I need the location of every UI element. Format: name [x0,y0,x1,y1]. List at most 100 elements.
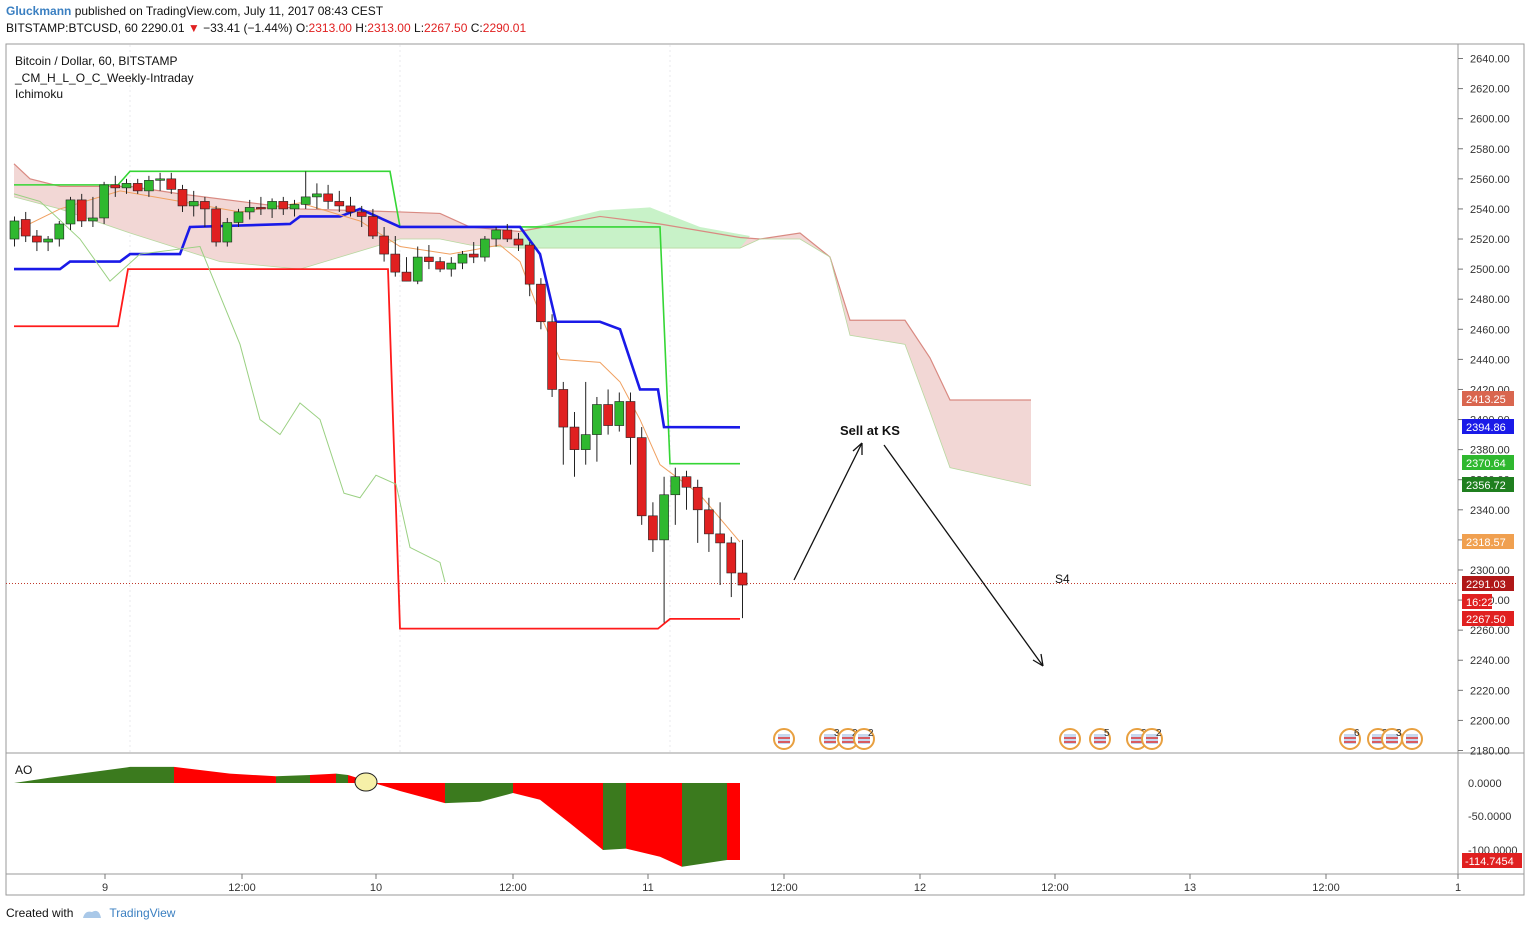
candle-body [99,184,109,219]
flag-field [842,734,854,744]
y-tick-label: 2500.00 [1470,264,1510,276]
candle-body [256,207,266,210]
author-name[interactable]: Gluckmann [6,4,72,18]
event-marker[interactable]: 3 [1381,728,1403,750]
published-text: published on TradingView.com, July 11, 2… [74,4,384,18]
high-label: H: [355,21,368,35]
ao-histogram-pos [603,783,626,850]
candle-body [244,207,255,213]
y-tick-label: 2240.00 [1470,655,1510,667]
flag-field [1146,734,1158,744]
x-tick-label: 9 [102,882,108,894]
y-tick-label: 2620.00 [1470,84,1510,96]
event-marker[interactable] [773,728,795,750]
ao-highlight-circle [354,772,378,792]
x-tick-label: 12:00 [1312,882,1340,894]
flag-field [1064,734,1076,744]
flag-field [824,734,836,744]
kijun-sen [14,207,741,429]
candle-body [704,509,714,535]
candle-body [9,220,20,240]
candle-body [188,201,199,207]
y-tick-label: 2300.00 [1470,565,1510,577]
event-marker[interactable]: 6 [1339,728,1361,750]
candle-body [446,262,457,270]
event-count: 6 [1354,728,1360,739]
event-marker[interactable]: 2 [1141,728,1163,750]
tradingview-link[interactable]: TradingView [109,906,176,920]
event-count: 3 [834,728,840,739]
ao-histogram-pos [14,766,174,783]
flag-field [1372,734,1384,744]
indicator-legend: Bitcoin / Dollar, 60, BITSTAMP _CM_H_L_O… [15,53,194,103]
candle-body [491,229,501,240]
low-value: 2267.50 [424,21,468,35]
ao-histogram-neg [174,766,276,783]
y-tick-label: 2520.00 [1470,234,1510,246]
y-tick-label: 2440.00 [1470,354,1510,366]
candle-body [379,235,389,255]
price-tag-label: 2394.86 [1466,422,1506,434]
candle-body [177,189,188,207]
event-marker[interactable] [1059,728,1081,750]
chart-header: Gluckmann published on TradingView.com, … [6,3,526,37]
x-tick-label: 13 [1184,882,1196,894]
x-tick-label: 12:00 [770,882,798,894]
y-tick-label: 2540.00 [1470,204,1510,216]
candle-body [681,476,692,488]
candle-body [289,204,300,210]
event-count: 2 [868,728,874,739]
candle-body [457,253,468,264]
y-tick-label: 2580.00 [1470,144,1510,156]
price-tag-label: 2370.64 [1466,458,1506,470]
candle-body [692,486,703,511]
candle-body [110,184,121,189]
price-tag-label: 2413.25 [1466,394,1506,406]
x-tick-label: 12 [914,882,926,894]
ao-histogram-pos [336,773,348,783]
sell-at-ks-label: Sell at KS [840,423,900,438]
event-marker[interactable]: 5 [1089,728,1111,750]
legend-indicator-hloc[interactable]: _CM_H_L_O_C_Weekly-Intraday [15,70,194,85]
candle-body [334,201,345,207]
event-marker[interactable]: 3 [819,728,841,750]
candle-body [43,238,53,243]
legend-symbol: Bitcoin / Dollar, 60, BITSTAMP [15,54,178,68]
event-marker[interactable]: 2 [853,728,875,750]
price-tag-label: 2267.50 [1466,614,1506,626]
symbol-text: BITSTAMP:BTCUSD, 60 [6,21,138,35]
candle-body [200,201,210,210]
event-count: 5 [1104,728,1110,739]
y-tick-label: 2180.00 [1470,746,1510,758]
candle-body [636,437,647,517]
open-value: 2313.00 [308,21,352,35]
y-tick-label: 2380.00 [1470,445,1510,457]
x-tick-label: 12:00 [228,882,256,894]
high-value: 2313.00 [367,21,411,35]
candle-body [536,283,546,323]
candle-body [547,321,557,390]
candle-body [401,271,412,282]
close-value: 2290.01 [482,21,527,35]
price-tag-bg [1462,576,1514,591]
ao-histogram-pos [682,783,727,867]
flag-field [778,734,790,744]
event-marker[interactable] [1401,728,1423,750]
candle-body [412,256,423,282]
candle-body [323,193,333,202]
last-price: 2290.01 [141,21,185,35]
ao-legend[interactable]: AO [15,763,33,777]
ao-histogram-neg [626,783,682,867]
flag-field [1094,734,1106,744]
legend-indicator-ichimoku[interactable]: Ichimoku [15,87,64,101]
down-arrow-icon: ▼ [187,21,200,35]
candle-body [424,256,434,262]
created-with-text: Created with [6,906,74,920]
tradingview-logo-icon [83,910,102,918]
candle-body [32,235,42,243]
flag-field [1344,734,1356,744]
candle-body [356,211,367,217]
x-tick-label: 1 [1455,882,1461,894]
price-tag-label: 16:22 [1466,597,1494,609]
